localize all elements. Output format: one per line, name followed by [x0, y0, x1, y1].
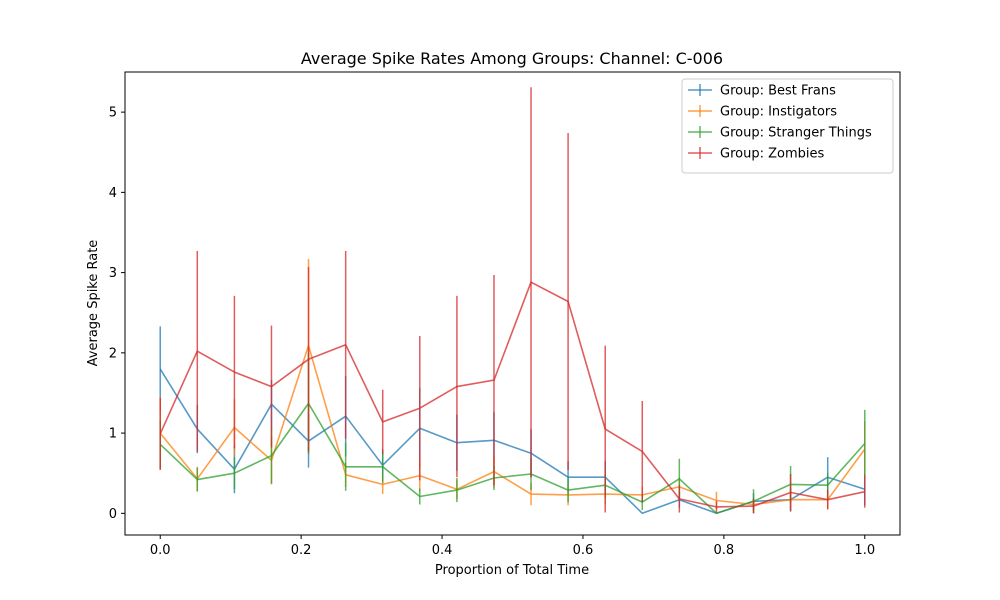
y-axis-label: Average Spike Rate [86, 240, 101, 367]
y-tick-label: 1 [109, 427, 117, 442]
x-axis-label: Proportion of Total Time [435, 563, 589, 578]
x-tick-label: 0.4 [432, 543, 453, 558]
plot-area [159, 87, 866, 515]
axis-ticks: 0.0 0.2 0.4 0.6 0.8 1.0 0 1 2 3 4 5 [109, 106, 875, 558]
axes-frame [124, 71, 901, 536]
legend: Group: Best Frans Group: Instigators Group… [681, 78, 894, 174]
series-4 [159, 87, 866, 514]
y-tick-label: 4 [109, 186, 117, 201]
y-tick-label: 2 [109, 346, 117, 361]
x-tick-label: 0.2 [291, 543, 312, 558]
chart-title: Average Spike Rates Among Groups: Channe… [301, 49, 723, 68]
y-tick-label: 5 [109, 106, 117, 121]
y-tick-label: 0 [109, 507, 117, 522]
legend-box [681, 78, 894, 174]
x-tick-label: 0.8 [714, 543, 735, 558]
series-line [159, 402, 866, 515]
legend-item: Group: Instigators [688, 105, 837, 120]
legend-label: Group: Instigators [720, 105, 837, 120]
x-tick-label: 1.0 [854, 543, 875, 558]
legend-label: Group: Best Frans [720, 84, 836, 99]
legend-item: Group: Zombies [688, 147, 824, 162]
legend-label: Group: Zombies [720, 147, 824, 162]
x-tick-label: 0.0 [150, 543, 171, 558]
legend-item: Group: Stranger Things [688, 126, 872, 141]
y-tick-label: 3 [109, 266, 117, 281]
legend-item: Group: Best Frans [688, 84, 836, 99]
x-tick-label: 0.6 [573, 543, 594, 558]
series-line [159, 281, 865, 508]
legend-label: Group: Stranger Things [720, 126, 872, 141]
